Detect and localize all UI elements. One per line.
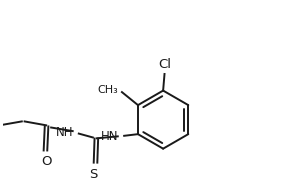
Text: CH₃: CH₃ (98, 85, 119, 95)
Text: NH: NH (56, 126, 74, 139)
Text: HN: HN (101, 130, 118, 143)
Text: O: O (41, 155, 52, 168)
Text: Cl: Cl (158, 58, 171, 71)
Text: S: S (89, 168, 97, 181)
